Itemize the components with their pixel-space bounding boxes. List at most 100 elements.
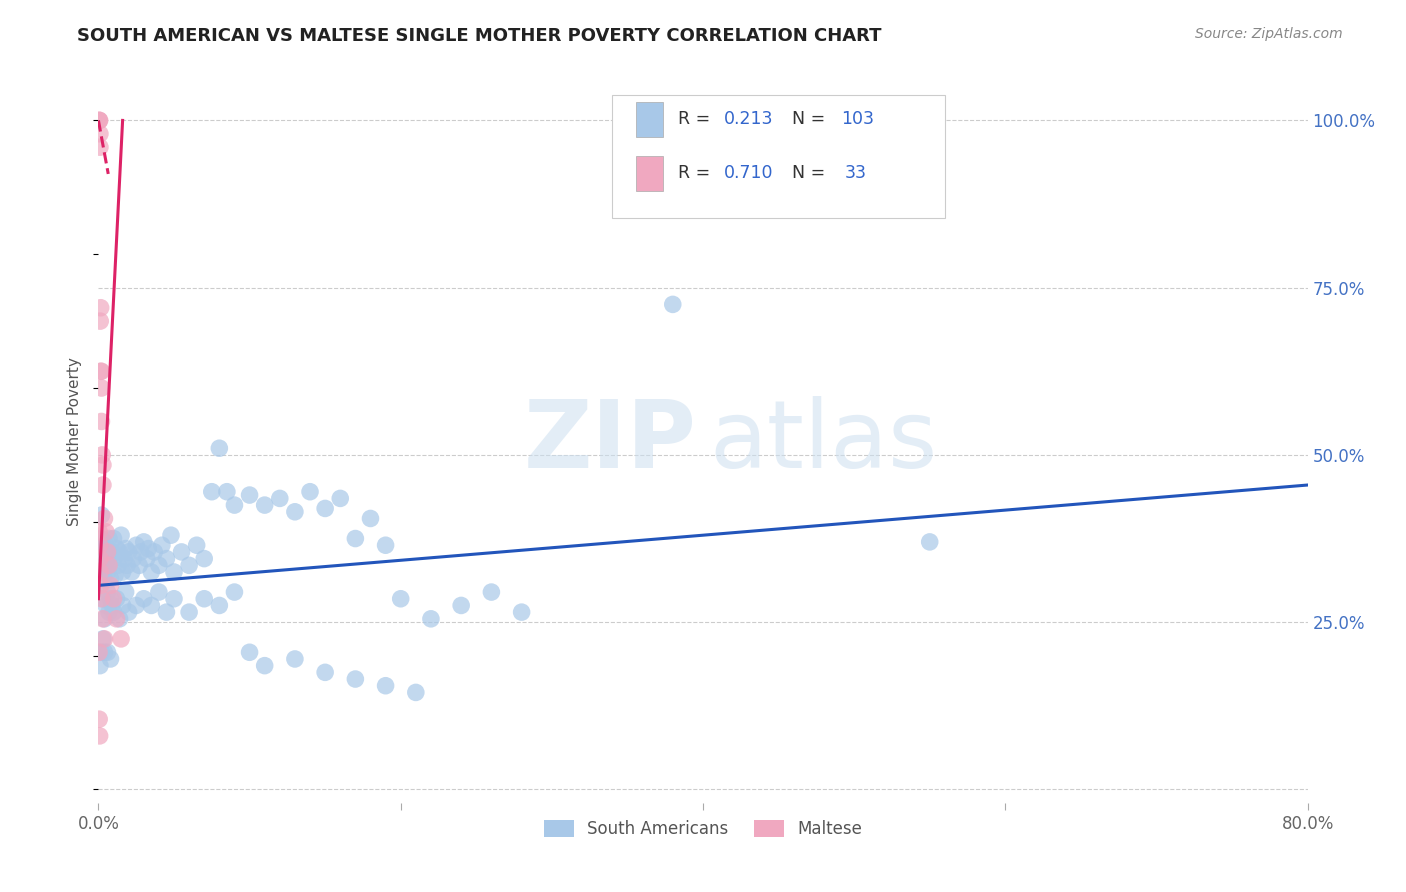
Point [253, 498, 276, 512]
Point [89, 113, 111, 128]
Point [90, 578, 112, 592]
Point [314, 665, 336, 680]
Point [208, 599, 231, 613]
Point [90, 301, 112, 315]
Point [89, 729, 111, 743]
Point [163, 565, 186, 579]
Text: N =: N = [793, 111, 831, 128]
Point [224, 498, 246, 512]
Point [111, 565, 134, 579]
Point [87, 645, 110, 659]
Point [107, 558, 129, 573]
Point [125, 538, 148, 552]
Point [253, 658, 276, 673]
Point [89, 524, 111, 539]
Point [93, 645, 115, 659]
Point [90, 364, 112, 378]
Text: R =: R = [678, 164, 716, 183]
Text: N =: N = [793, 164, 837, 183]
Point [108, 612, 131, 626]
Point [201, 484, 224, 499]
Point [103, 551, 125, 566]
Point [89, 538, 111, 552]
Point [170, 545, 193, 559]
Point [96, 541, 118, 556]
Point [98, 558, 121, 573]
Text: atlas: atlas [709, 395, 938, 488]
Text: SOUTH AMERICAN VS MALTESE SINGLE MOTHER POVERTY CORRELATION CHART: SOUTH AMERICAN VS MALTESE SINGLE MOTHER … [77, 27, 882, 45]
Point [481, 585, 503, 599]
Point [89, 545, 111, 559]
Point [329, 491, 352, 506]
Point [93, 511, 115, 525]
Point [284, 505, 307, 519]
Point [91, 458, 114, 472]
Point [94, 599, 117, 613]
Point [89, 314, 111, 328]
Point [103, 532, 125, 546]
Text: ZIP: ZIP [524, 395, 697, 488]
Text: R =: R = [678, 111, 716, 128]
Point [269, 491, 291, 506]
Point [510, 605, 533, 619]
Point [360, 511, 382, 525]
Point [118, 545, 141, 559]
Point [96, 585, 118, 599]
Point [129, 545, 152, 559]
Point [215, 484, 238, 499]
Point [344, 532, 367, 546]
Point [125, 599, 148, 613]
Point [89, 127, 111, 141]
Point [299, 484, 322, 499]
Point [101, 599, 124, 613]
Y-axis label: Single Mother Poverty: Single Mother Poverty [67, 357, 83, 526]
Point [193, 591, 215, 606]
Point [89, 565, 111, 579]
Point [89, 658, 111, 673]
Point [314, 501, 336, 516]
Point [122, 551, 145, 566]
Point [155, 551, 177, 566]
Point [105, 612, 128, 626]
Point [89, 551, 111, 566]
Point [96, 545, 118, 559]
Point [374, 538, 396, 552]
Legend: South Americans, Maltese: South Americans, Maltese [537, 814, 869, 845]
Point [143, 545, 166, 559]
Point [136, 541, 159, 556]
Point [163, 591, 186, 606]
Point [208, 442, 231, 455]
Point [661, 297, 683, 311]
Point [98, 558, 121, 573]
Point [193, 551, 215, 566]
Point [104, 568, 127, 582]
Point [90, 381, 112, 395]
Point [239, 488, 262, 502]
Point [224, 585, 246, 599]
Point [450, 599, 472, 613]
Point [118, 605, 141, 619]
Point [91, 612, 114, 626]
Point [284, 652, 307, 666]
Point [87, 113, 110, 128]
Point [132, 535, 155, 549]
Text: Source: ZipAtlas.com: Source: ZipAtlas.com [1195, 27, 1343, 41]
Point [405, 685, 427, 699]
Point [135, 551, 157, 566]
Point [160, 528, 183, 542]
Point [150, 538, 173, 552]
Text: 0.213: 0.213 [724, 111, 773, 128]
Point [94, 545, 117, 559]
Point [91, 478, 114, 492]
Point [108, 545, 131, 559]
Point [91, 568, 114, 582]
Point [141, 599, 163, 613]
Point [121, 565, 143, 579]
Point [93, 562, 115, 576]
FancyBboxPatch shape [637, 102, 664, 137]
Point [103, 591, 125, 606]
Point [90, 414, 112, 428]
Point [110, 528, 132, 542]
Point [100, 652, 122, 666]
Point [90, 645, 112, 659]
